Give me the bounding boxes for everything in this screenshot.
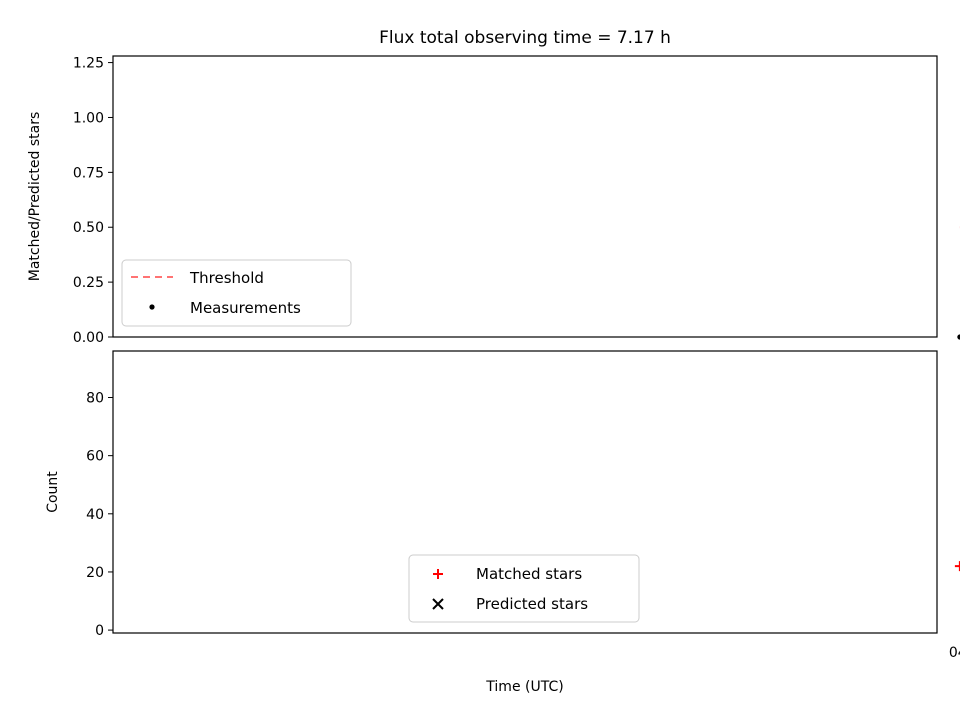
top-y-axis-label: Matched/Predicted stars (27, 112, 43, 282)
bottom-y-tick-label: 80 (86, 391, 104, 407)
top-legend-box (121, 259, 352, 327)
top-panel: 0.00 0.25 0.50 0.75 1.00 1.25 Flux total obse… (27, 28, 960, 346)
measurement-points (957, 334, 960, 340)
top-y-tick-label: 0.25 (73, 275, 104, 291)
matched-legend-label: Matched stars (476, 565, 582, 583)
bottom-axes-frame (112, 350, 938, 634)
top-y-tick-label: 1.25 (73, 56, 104, 72)
matched-legend-swatch (433, 569, 443, 579)
top-y-tick-label: 0.50 (73, 220, 104, 236)
predicted-legend-swatch (432, 598, 444, 610)
bottom-y-tick-label: 60 (86, 449, 104, 465)
top-legend: Threshold Measurements (121, 259, 352, 327)
measurements-legend-label: Measurements (190, 299, 301, 317)
threshold-legend-label: Threshold (189, 269, 264, 287)
measurements-legend-swatch (149, 304, 155, 310)
bottom-y-tick-label: 0 (95, 623, 104, 639)
chart-title: Flux total observing time = 7.17 h (379, 28, 671, 48)
predicted-legend-label: Predicted stars (476, 595, 588, 613)
top-ticks: 0.00 0.25 0.50 0.75 1.00 1.25 (73, 56, 113, 346)
top-y-tick-label: 0.00 (73, 330, 104, 346)
bottom-panel: 02040608020:0021:0022:0023:0000:0001:000… (45, 350, 960, 695)
measurement-point (957, 334, 960, 340)
count-points (954, 561, 960, 572)
bottom-ticks: 02040608020:0021:0022:0023:0000:0001:000… (86, 391, 960, 661)
bottom-y-axis-label: Count (45, 471, 61, 513)
x-tick-label: 04:00 (949, 645, 960, 661)
top-axes-frame (112, 55, 938, 338)
bottom-legend-box (408, 554, 640, 623)
x-axis-label: Time (UTC) (485, 679, 563, 695)
top-y-tick-label: 1.00 (73, 110, 104, 126)
top-y-tick-label: 0.75 (73, 165, 104, 181)
bottom-y-tick-label: 20 (86, 565, 104, 581)
matched-star-point (954, 561, 960, 572)
bottom-legend: Matched stars Predicted stars (408, 554, 640, 623)
bottom-y-tick-label: 40 (86, 507, 104, 523)
